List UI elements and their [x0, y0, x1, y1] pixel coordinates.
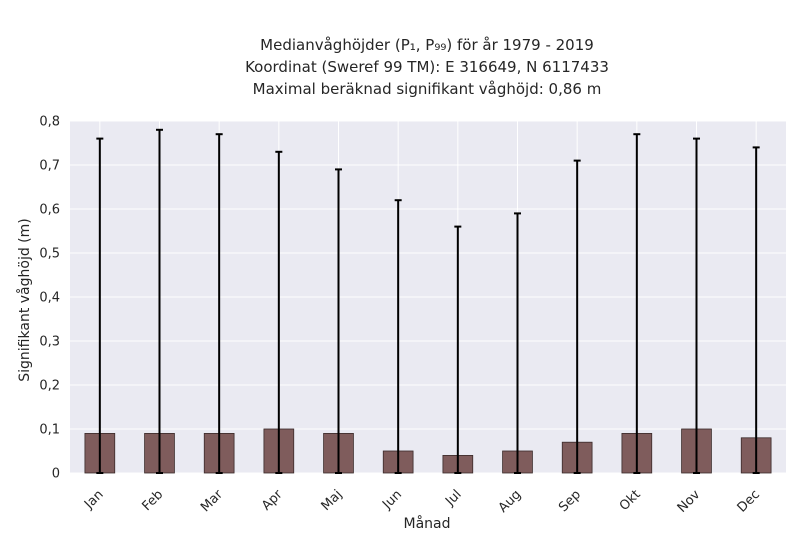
- chart-title: Medianvåghöjder (P₁, P₉₉) för år 1979 - …: [97, 34, 757, 100]
- x-tick-label: Maj: [319, 487, 346, 514]
- error-bar-nov: [693, 137, 700, 474]
- x-tick-label: Aug: [496, 487, 525, 516]
- error-bar-maj: [335, 168, 342, 474]
- y-tick-label: 0,6: [39, 203, 60, 218]
- y-tick-labels: 0 0,1 0,2 0,3 0,4 0,5 0,6 0,7 0,8: [39, 115, 60, 482]
- y-tick-label: 0,8: [39, 115, 60, 130]
- chart-title-line-1: Medianvåghöjder (P₁, P₉₉) för år 1979 - …: [260, 36, 594, 54]
- y-tick-label: 0: [52, 467, 60, 482]
- x-tick-label: Jun: [379, 487, 405, 513]
- y-tick-label: 0,2: [39, 379, 60, 394]
- x-tick-label: Sep: [556, 487, 584, 515]
- y-tick-label: 0,3: [39, 335, 60, 350]
- y-tick-label: 0,1: [39, 423, 60, 438]
- error-bar-apr: [275, 150, 283, 474]
- error-bar-dec: [752, 146, 760, 474]
- error-bar-feb: [156, 128, 163, 474]
- x-tick-label: Dec: [735, 487, 763, 515]
- x-tick-label: Nov: [675, 487, 704, 516]
- y-tick-label: 0,7: [39, 159, 60, 174]
- error-bars: [96, 128, 760, 474]
- error-bar-jun: [394, 199, 402, 474]
- y-tick-label: 0,4: [39, 291, 60, 306]
- x-tick-labels: Jan Feb Mar Apr Maj Jun Jul Aug Sep Okt Nov Dec: [81, 487, 763, 516]
- error-bar-jan: [96, 137, 104, 474]
- chart-title-line-3: Maximal beräknad signifikant våghöjd: 0,…: [252, 80, 602, 98]
- error-bar-mar: [215, 133, 223, 474]
- x-tick-label: Feb: [139, 487, 166, 514]
- x-axis-label: Månad: [403, 516, 451, 532]
- chart-title-line-2: Koordinat (Sweref 99 TM): E 316649, N 61…: [245, 58, 609, 76]
- error-bar-aug: [514, 212, 521, 474]
- x-tick-label: Jan: [81, 487, 106, 512]
- y-axis-label: Signifikant våghöjd (m): [17, 218, 33, 382]
- x-tick-label: Jul: [442, 487, 464, 509]
- error-bar-sep: [573, 159, 581, 474]
- x-tick-label: Okt: [617, 487, 644, 514]
- error-bar-okt: [633, 133, 641, 474]
- x-tick-label: Mar: [198, 487, 226, 515]
- x-tick-label: Apr: [259, 487, 286, 514]
- y-tick-label: 0,5: [39, 247, 60, 262]
- error-bar-jul: [454, 225, 462, 474]
